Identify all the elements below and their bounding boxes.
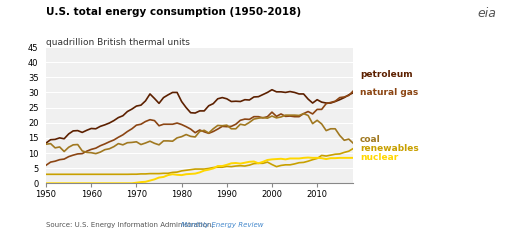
Text: coal: coal — [360, 135, 381, 144]
Text: U.S. total energy consumption (1950-2018): U.S. total energy consumption (1950-2018… — [46, 7, 301, 17]
Text: eia: eia — [478, 7, 497, 20]
Text: renewables: renewables — [360, 144, 419, 153]
Text: quadrillion British thermal units: quadrillion British thermal units — [46, 38, 190, 47]
Text: natural gas: natural gas — [360, 88, 418, 97]
Text: Monthly Energy Review: Monthly Energy Review — [181, 222, 264, 228]
Text: nuclear: nuclear — [360, 153, 398, 162]
Text: Source: U.S. Energy Information Administration,: Source: U.S. Energy Information Administ… — [46, 222, 216, 228]
Text: petroleum: petroleum — [360, 70, 413, 79]
